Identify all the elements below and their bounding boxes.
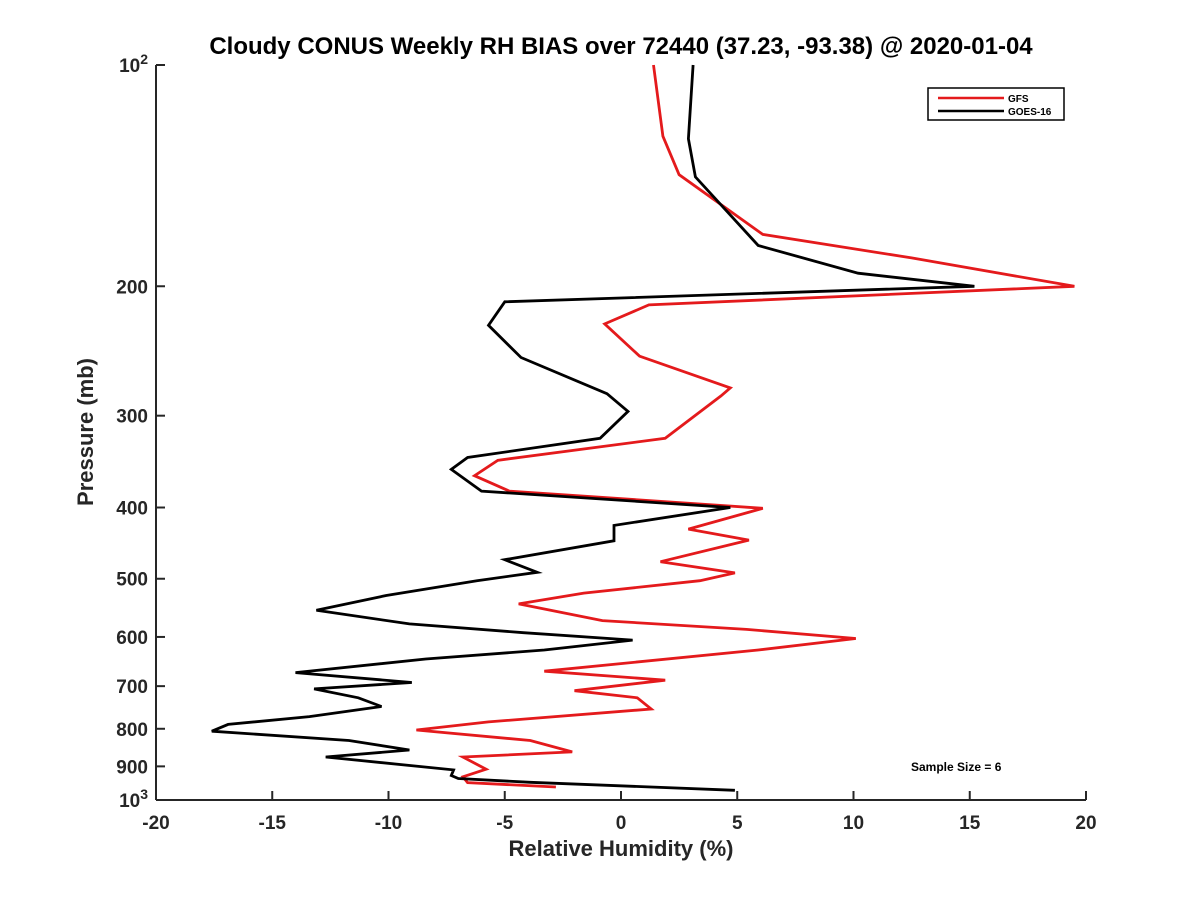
x-tick-label: 0 [616, 813, 627, 834]
x-tick-label: -5 [496, 813, 513, 834]
axes [155, 65, 1086, 801]
sample-size-annotation: Sample Size = 6 [911, 760, 1002, 774]
x-tick-label: 5 [732, 813, 743, 834]
legend-label-gfs: GFS [1008, 94, 1029, 105]
x-tick-label: 10 [843, 813, 864, 834]
x-tick-label: -15 [259, 813, 287, 834]
y-tick-label: 900 [116, 757, 148, 778]
y-tick-label: 400 [116, 499, 148, 520]
x-tick-label: -20 [142, 813, 169, 834]
series-line-gfs [416, 64, 1075, 789]
x-tick-label: -10 [375, 813, 402, 834]
y-tick-label: 800 [116, 720, 148, 741]
x-ticks: -20 -15 -10 -5 0 5 10 15 20 [142, 791, 1097, 834]
y-tick-label: 500 [116, 570, 148, 591]
y-tick-label: 103 [119, 786, 148, 812]
legend-box [927, 87, 1065, 121]
y-axis-label: Pressure (mb) [73, 358, 98, 506]
legend-label-goes-16: GOES-16 [1008, 107, 1052, 118]
y-ticks: 102 200 300 400 500 600 700 800 900 103 [116, 51, 165, 812]
x-axis-label: Relative Humidity (%) [509, 836, 734, 861]
series-layer [211, 64, 1075, 792]
chart-title: Cloudy CONUS Weekly RH BIAS over 72440 (… [209, 33, 1033, 60]
y-tick-label: 300 [116, 407, 148, 428]
x-tick-label: 15 [959, 813, 981, 834]
y-tick-label: 700 [116, 677, 148, 698]
y-tick-label: 200 [116, 277, 148, 298]
y-tick-label: 102 [119, 51, 148, 77]
legend: GFS GOES-16 [927, 87, 1065, 121]
x-tick-label: 20 [1075, 813, 1096, 834]
y-tick-label: 600 [116, 628, 148, 649]
series-line-goes-16 [211, 64, 975, 792]
